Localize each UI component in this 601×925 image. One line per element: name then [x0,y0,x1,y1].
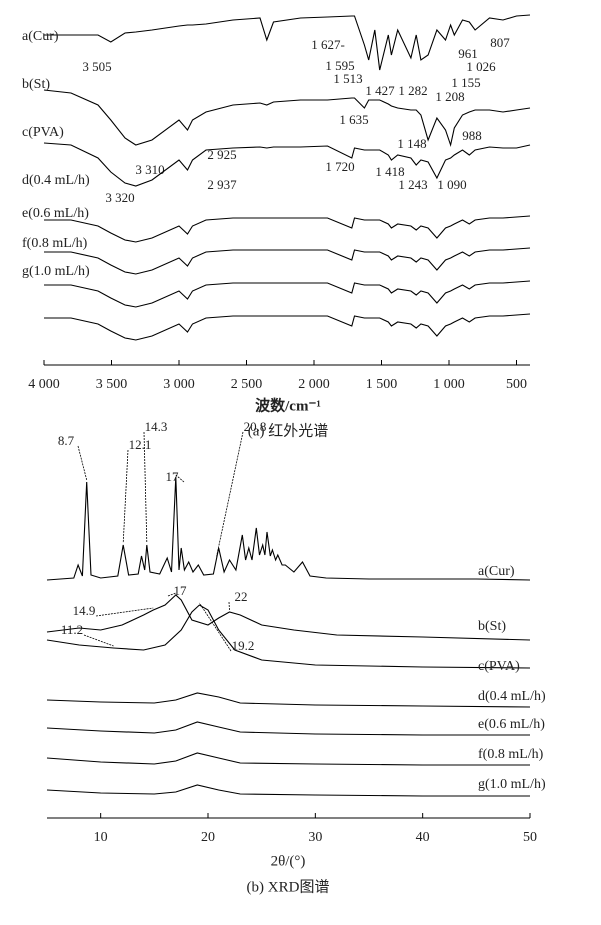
peak-leader [175,474,185,483]
x-tick-label: 4 000 [28,377,60,392]
series-label: f(0.8 mL/h) [478,747,544,762]
peak-label: 1 720 [325,159,354,174]
peak-label: 19.2 [232,638,255,653]
axis-title: 2θ/(°) [271,853,306,869]
peak-label: 1 155 [451,75,480,90]
peak-label: 11.2 [61,622,83,637]
series-label: f(0.8 mL/h) [22,236,88,251]
peak-label: 1 595 [325,58,354,73]
peak-label: 20.8 [244,419,267,434]
x-tick-label: 40 [416,830,430,845]
x-tick-label: 20 [201,830,215,845]
peak-label: 17 [174,583,188,598]
peak-leader [83,634,114,647]
peak-leader [199,602,232,652]
peak-label: 2 937 [207,177,237,192]
spectrum-line [43,142,531,187]
peak-label: 3 320 [105,190,134,205]
series-label: g(1.0 mL/h) [478,777,546,792]
peak-label: 17 [166,469,180,484]
x-tick-label: 3 000 [163,377,195,392]
x-tick-label: 1 500 [366,377,398,392]
series-label: a(Cur) [478,564,515,579]
spectrum-line [46,692,531,708]
x-tick-label: 30 [308,830,322,845]
series-label: g(1.0 mL/h) [22,264,90,279]
peak-label: 1 090 [437,177,466,192]
spectrum-line [44,313,531,341]
peak-label: 8.7 [58,433,75,448]
peak-label: 14.3 [145,419,168,434]
x-tick-label: 1 000 [433,377,465,392]
spectrum-line [44,247,531,275]
spectrum-line [44,215,531,243]
peak-label: 1 418 [375,164,404,179]
peak-label: 1 148 [397,136,426,151]
series-label: b(St) [478,619,506,634]
peak-label: 3 505 [82,59,111,74]
caption: (a) 红外光谱 [248,422,328,439]
spectrum-line [46,752,530,766]
peak-label: 1 635 [339,112,368,127]
spectrum-line [46,784,530,797]
peak-leader [143,431,148,544]
peak-label: 3 310 [135,162,164,177]
x-tick-label: 500 [506,377,527,392]
peak-leader [95,607,154,617]
series-label: a(Cur) [22,29,59,44]
peak-label: 2 925 [207,147,236,162]
spectrum-line [44,280,531,308]
spectrum-line [43,89,531,148]
spectrum-line [46,476,531,581]
axis-title: 波数/cm⁻¹ [255,396,321,414]
peak-label: 807 [490,35,510,50]
peak-label: 961 [458,46,478,61]
peak-label: 1 243 [398,177,427,192]
peak-label: 12.1 [129,437,152,452]
spectrum-line [46,604,531,669]
x-tick-label: 2 000 [298,377,330,392]
x-tick-label: 2 500 [231,377,263,392]
series-label: d(0.4 mL/h) [22,173,90,188]
series-label: c(PVA) [478,659,520,674]
peak-label: 1 513 [333,71,362,86]
series-label: c(PVA) [22,125,64,140]
x-tick-label: 3 500 [96,377,128,392]
peak-label: 988 [462,128,482,143]
peak-leader [216,431,244,557]
peak-leader [167,592,176,597]
peak-label: 1 208 [435,89,464,104]
series-label: e(0.6 mL/h) [22,206,89,221]
spectrum-line [46,594,531,641]
series-label: d(0.4 mL/h) [478,689,546,704]
peak-label: 1 282 [398,83,427,98]
spectrum-line [44,14,531,71]
spectrum-line [46,721,530,736]
series-label: e(0.6 mL/h) [478,717,545,732]
peak-leader [122,449,129,544]
peak-label: 1 627- [311,37,345,52]
peak-label: 14.9 [73,603,96,618]
peak-label: 22 [235,589,248,604]
x-tick-label: 50 [523,830,537,845]
peak-label: 1 026 [466,59,496,74]
peak-label: 1 427 [365,83,395,98]
x-tick-label: 10 [94,830,108,845]
caption: (b) XRD图谱 [247,878,330,895]
series-label: b(St) [22,77,50,92]
peak-leader [77,445,88,481]
